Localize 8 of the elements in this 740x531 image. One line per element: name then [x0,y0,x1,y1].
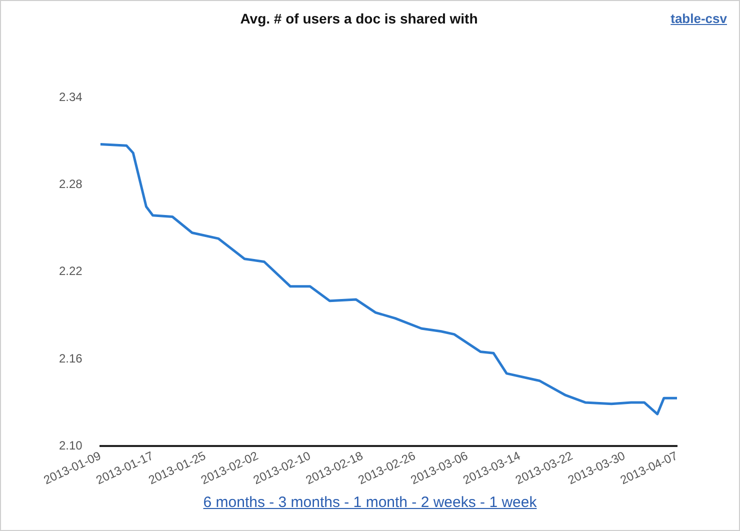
y-tick-label: 2.16 [58,351,83,366]
y-tick-label: 2.22 [58,264,83,278]
y-tick-label: 2.34 [58,90,83,104]
chart-title: Avg. # of users a doc is shared with [240,10,478,26]
y-tick-label: 2.28 [58,177,83,192]
text: table-csv [670,11,727,26]
y-tick-label: 2.10 [58,438,83,452]
text: 6 months - 3 months - 1 month - 2 weeks - 1 week [202,494,538,511]
